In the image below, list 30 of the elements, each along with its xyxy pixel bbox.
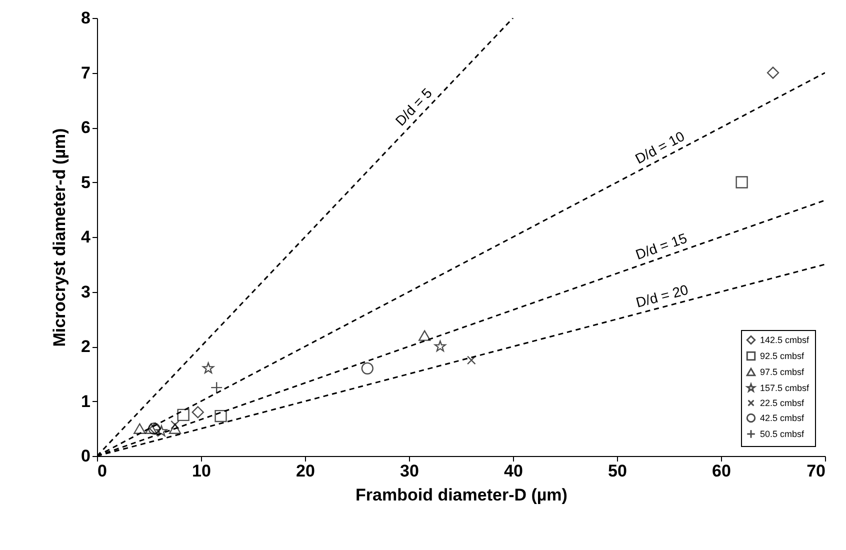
y-tick-label: 5 <box>81 172 90 192</box>
y-tick-label: 4 <box>81 228 92 246</box>
text: D/d = 5 <box>392 84 436 129</box>
x-tick-label: 50 <box>608 462 627 480</box>
x-tick-label: 60 <box>712 462 731 480</box>
y-tick-label: 1 <box>81 392 90 411</box>
legend-label: 22.5 cmbsf <box>760 398 805 408</box>
x-axis-title: Framboid diameter-D (µm) <box>356 486 568 504</box>
y-tick-label: 8 <box>81 8 90 28</box>
y-tick-label: 2 <box>81 337 90 356</box>
y-tick-label: 6 <box>81 118 90 137</box>
x-tick-label: 40 <box>504 462 523 480</box>
text: D/d = 10 <box>632 128 688 167</box>
legend-label: 97.5 cmbsf <box>760 367 805 377</box>
text: D/d = 20 <box>634 281 690 310</box>
y-tick-label: 3 <box>81 282 90 302</box>
x-tick-label: 30 <box>400 462 419 480</box>
legend-label: 92.5 cmbsf <box>760 351 805 361</box>
y-tick-label: 7 <box>81 63 90 82</box>
legend-label: 50.5 cmbsf <box>760 429 805 439</box>
text: D/d = 15 <box>633 230 690 263</box>
legend-label: 157.5 cmbsf <box>760 383 810 393</box>
x-tick-label: 70 <box>806 462 826 480</box>
x-tick-label: 0 <box>98 462 107 480</box>
y-tick-label: 0 <box>81 446 90 466</box>
y-axis-title: Microcryst diameter-d (µm) <box>50 128 70 347</box>
legend-label: 42.5 cmbsf <box>760 413 805 423</box>
x-tick-label: 20 <box>296 462 315 480</box>
legend-label: 142.5 cmbsf <box>760 335 810 345</box>
x-tick-label: 10 <box>192 462 211 480</box>
